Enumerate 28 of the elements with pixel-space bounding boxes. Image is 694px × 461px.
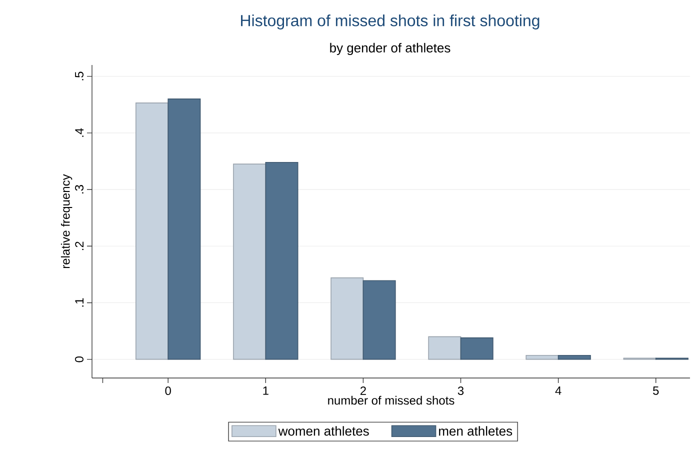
bar [558, 354, 591, 360]
y-tick-label: .3 [74, 185, 84, 194]
bar [265, 162, 298, 360]
bar [526, 354, 559, 360]
x-tick-label: 0 [165, 386, 171, 396]
bar [168, 98, 201, 360]
legend-label: men athletes [439, 426, 512, 436]
x-axis-title: number of missed shots [328, 396, 454, 405]
x-tick-label: 3 [458, 386, 464, 396]
y-tick-label: .2 [75, 242, 84, 250]
bar [362, 280, 396, 360]
y-tick-label: 0 [74, 356, 84, 362]
legend-label: women athletes [278, 426, 369, 436]
y-tick-label: .5 [75, 72, 84, 80]
bar [330, 277, 364, 360]
y-tick-label: .1 [75, 298, 84, 307]
x-tick-label: 5 [653, 386, 659, 395]
bar [136, 102, 168, 360]
x-tick-label: 1 [263, 386, 268, 395]
y-tick-label: .4 [75, 128, 84, 137]
x-tick-label: 4 [555, 386, 562, 395]
chart-subtitle: by gender of athletes [330, 42, 450, 56]
bar [460, 337, 494, 360]
x-tick-label: 2 [360, 386, 366, 395]
bar [233, 164, 266, 360]
bar [428, 336, 462, 360]
y-axis-title: relative frequency [60, 174, 72, 268]
chart-title: Histogram of missed shots in first shooting [241, 14, 540, 30]
